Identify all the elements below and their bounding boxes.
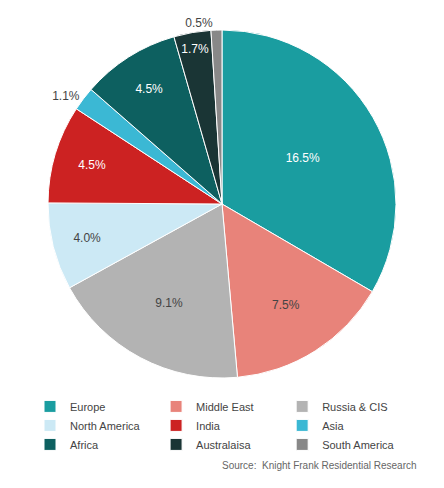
svg-text:North America: North America — [70, 420, 141, 432]
svg-text:Russia & CIS: Russia & CIS — [322, 401, 387, 413]
svg-text:1.7%: 1.7% — [181, 42, 209, 56]
svg-text:Australaisa: Australaisa — [196, 439, 251, 451]
svg-text:Asia: Asia — [322, 420, 344, 432]
svg-text:4.5%: 4.5% — [78, 158, 106, 172]
svg-text:South America: South America — [322, 439, 394, 451]
svg-text:7.5%: 7.5% — [272, 298, 300, 312]
svg-text:India: India — [196, 420, 221, 432]
svg-text:Europe: Europe — [70, 401, 105, 413]
svg-text:0.5%: 0.5% — [185, 16, 213, 30]
svg-text:1.1%: 1.1% — [52, 89, 80, 103]
svg-text:Source: Knight Frank Resident: Source: Knight Frank Residential Researc… — [222, 460, 417, 471]
svg-text:4.0%: 4.0% — [73, 231, 101, 245]
svg-text:Middle East: Middle East — [196, 401, 253, 413]
svg-text:Africa: Africa — [70, 439, 99, 451]
svg-text:16.5%: 16.5% — [286, 151, 320, 165]
svg-text:9.1%: 9.1% — [155, 296, 183, 310]
svg-text:4.5%: 4.5% — [135, 82, 163, 96]
